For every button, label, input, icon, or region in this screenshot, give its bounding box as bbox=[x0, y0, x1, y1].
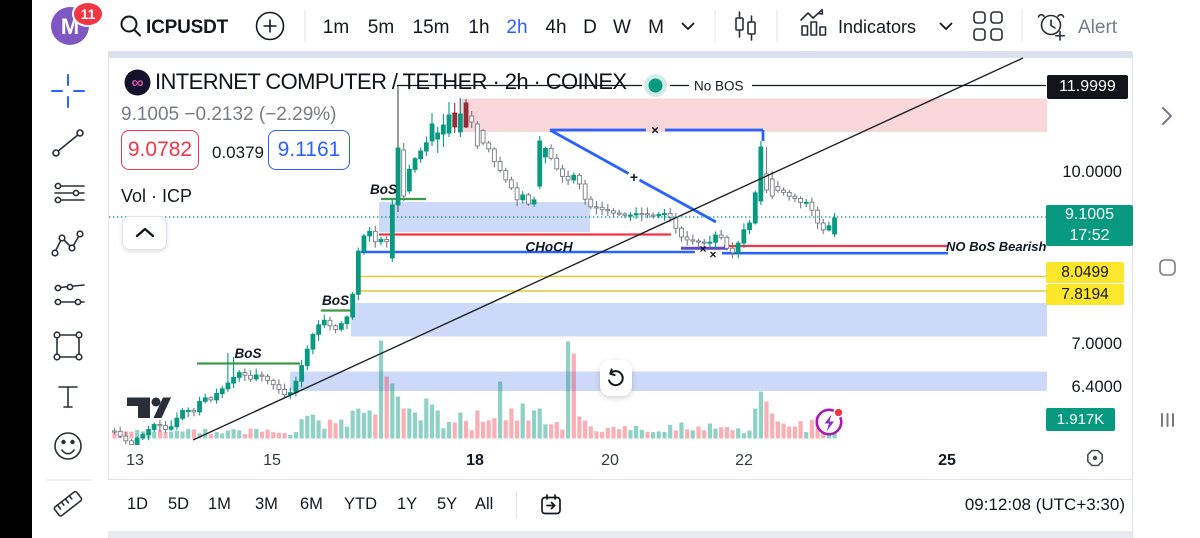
svg-text:×: × bbox=[709, 248, 716, 262]
svg-text:D: D bbox=[583, 17, 597, 38]
svg-text:+: + bbox=[630, 169, 638, 185]
svg-text:15m: 15m bbox=[413, 17, 450, 38]
svg-text:M: M bbox=[648, 17, 664, 38]
svg-text:BoS: BoS bbox=[322, 293, 349, 308]
svg-text:11: 11 bbox=[81, 6, 96, 22]
svg-text:NO BoS Bearish: NO BoS Bearish bbox=[946, 239, 1046, 254]
svg-text:Alert: Alert bbox=[1078, 17, 1118, 38]
svg-text:2h: 2h bbox=[506, 17, 527, 38]
svg-text:BoS: BoS bbox=[370, 182, 397, 197]
svg-text:ICPUSDT: ICPUSDT bbox=[146, 17, 229, 38]
svg-text:4h: 4h bbox=[545, 17, 566, 38]
svg-text:1m: 1m bbox=[323, 17, 349, 38]
svg-text:5m: 5m bbox=[368, 17, 394, 38]
svg-text:∞: ∞ bbox=[131, 73, 143, 92]
svg-text:×: × bbox=[699, 242, 706, 256]
svg-text:Indicators: Indicators bbox=[838, 17, 916, 37]
svg-text:×: × bbox=[651, 123, 659, 138]
svg-text:BoS: BoS bbox=[235, 346, 262, 361]
svg-text:No BOS: No BOS bbox=[694, 79, 744, 94]
svg-text:1h: 1h bbox=[468, 17, 489, 38]
svg-text:CHoCH: CHoCH bbox=[525, 240, 572, 255]
svg-text:W: W bbox=[613, 17, 631, 38]
